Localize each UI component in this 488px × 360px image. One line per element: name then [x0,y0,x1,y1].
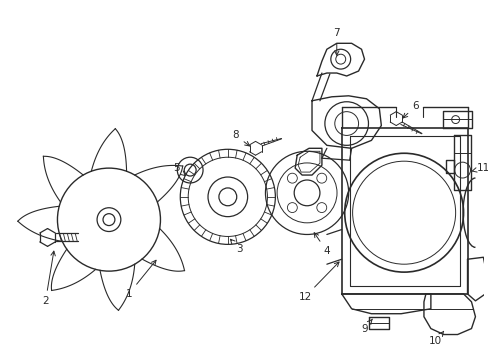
Text: 12: 12 [298,262,338,302]
Text: 4: 4 [314,233,329,256]
Text: 2: 2 [42,251,55,306]
Text: 11: 11 [470,163,488,173]
Text: 1: 1 [125,260,156,299]
Text: 10: 10 [428,331,443,346]
Text: 7: 7 [333,28,339,55]
Text: 6: 6 [402,101,419,118]
Text: 3: 3 [230,239,243,254]
Text: 8: 8 [232,130,249,146]
Text: 5: 5 [173,163,185,176]
Text: 9: 9 [361,319,372,334]
